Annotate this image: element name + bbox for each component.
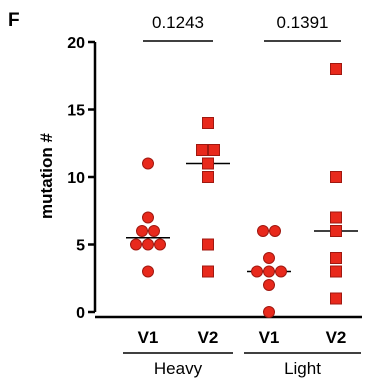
y-axis-label: mutation #: [37, 132, 56, 218]
panel-label: F: [8, 10, 20, 31]
data-point-square: [208, 144, 220, 156]
data-point-circle: [142, 157, 154, 170]
data-point-circle: [263, 279, 275, 291]
data-point-circle: [257, 225, 269, 237]
data-point-circle: [130, 238, 142, 251]
y-tick-label: 10: [67, 170, 85, 187]
median-lines: [126, 162, 358, 273]
data-point-circle: [148, 225, 160, 237]
data-point-circle: [275, 265, 287, 278]
data-point-square: [330, 265, 342, 278]
data-points: [130, 63, 342, 318]
data-point-square: [196, 144, 208, 156]
x-tick-label: V1: [138, 328, 159, 347]
data-point-circle: [154, 238, 166, 251]
data-point-circle: [136, 225, 148, 237]
data-point-circle: [251, 265, 263, 278]
y-tick-label: 20: [67, 35, 85, 52]
p-value-label: 0.1391: [277, 13, 329, 32]
p-value-label: 0.1243: [152, 13, 204, 32]
data-point-circle: [263, 306, 275, 318]
data-point-circle: [142, 238, 154, 251]
data-point-square: [202, 157, 214, 170]
significance-brackets: 0.1243 0.1391: [143, 13, 341, 42]
data-point-square: [202, 238, 214, 251]
y-tick-label: 0: [76, 305, 85, 322]
data-point-square: [202, 265, 214, 278]
x-tick-label: V2: [326, 328, 347, 347]
data-point-circle: [142, 211, 154, 224]
data-point-square: [330, 292, 342, 305]
data-point-circle: [269, 225, 281, 237]
group-label: Light: [284, 359, 321, 378]
x-tick-label: V1: [259, 328, 280, 347]
group-label: Heavy: [154, 359, 203, 378]
y-tick-label: 15: [67, 103, 85, 120]
group-labels: Heavy Light: [123, 352, 361, 378]
data-point-square: [330, 63, 342, 75]
axes: 0 5 10 15 20 V1 V2 V1 V2: [67, 35, 362, 347]
data-point-square: [330, 225, 342, 237]
data-point-square: [330, 171, 342, 183]
x-tick-label: V2: [198, 328, 219, 347]
data-point-circle: [263, 252, 275, 264]
data-point-square: [330, 211, 342, 224]
data-point-square: [202, 171, 214, 183]
y-tick-label: 5: [76, 238, 85, 255]
data-point-circle: [263, 265, 275, 278]
data-point-square: [330, 252, 342, 264]
data-point-square: [202, 117, 214, 129]
data-point-circle: [142, 265, 154, 278]
